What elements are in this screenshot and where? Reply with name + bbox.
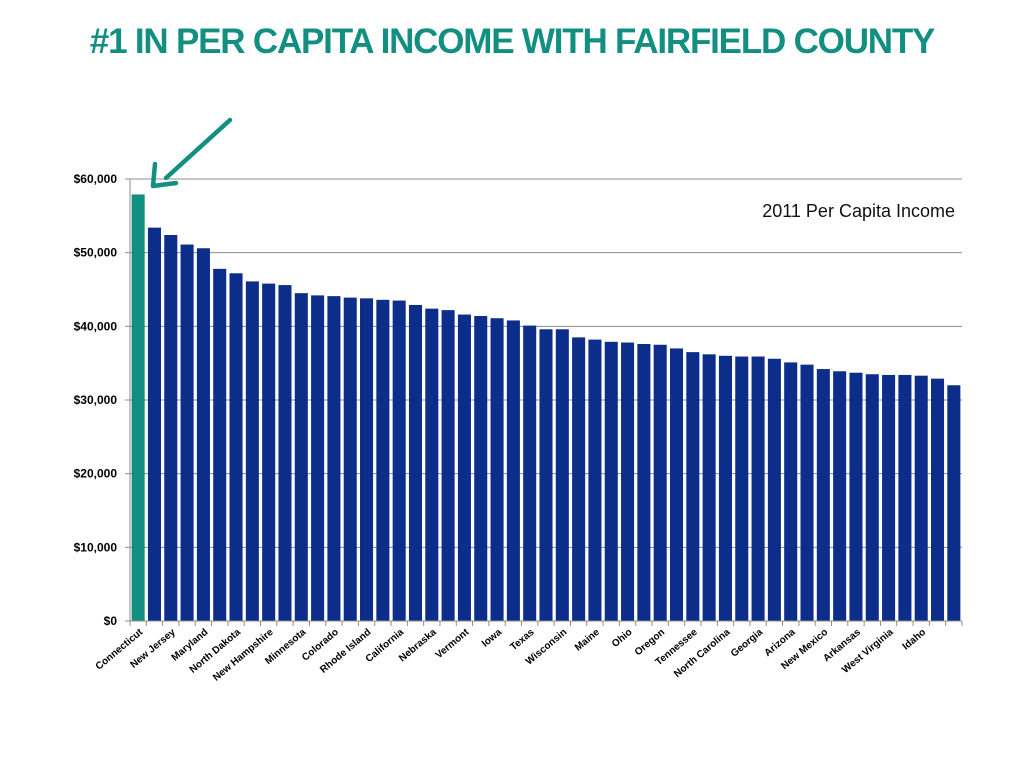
y-tick-label: $20,000 [74, 467, 118, 481]
bar [360, 298, 374, 621]
bar [506, 320, 520, 621]
bar [898, 374, 912, 621]
y-tick-label: $0 [104, 614, 118, 628]
bar [914, 375, 928, 621]
bar [784, 362, 798, 621]
bar [800, 364, 814, 621]
bar [931, 378, 945, 621]
bar [311, 295, 325, 621]
y-axis-tick-labels: $0 $10,000 $20,000 $30,000 $40,000 $50,000 $60… [74, 172, 130, 628]
bar [523, 325, 537, 621]
bar [294, 293, 308, 621]
y-tick-label: $10,000 [74, 540, 118, 554]
bar [539, 329, 553, 621]
bar [229, 273, 243, 621]
y-tick-label: $60,000 [74, 172, 118, 186]
y-tick-label: $40,000 [74, 319, 118, 333]
bar [392, 300, 406, 621]
bar [262, 283, 276, 621]
bar [637, 344, 651, 621]
bar [653, 344, 667, 621]
bar [702, 354, 716, 621]
bar [343, 297, 357, 621]
category-label: Georgia [729, 627, 765, 660]
bar [408, 304, 423, 621]
bar [882, 374, 896, 621]
x-axis-ticks [129, 621, 963, 626]
bar [767, 358, 781, 621]
arrow-shaft [163, 117, 233, 181]
category-label: Texas [508, 627, 537, 653]
bar [327, 296, 341, 621]
y-tick-label: $50,000 [74, 246, 118, 260]
bar [147, 227, 161, 621]
bar [572, 337, 586, 621]
bar [131, 194, 145, 621]
bar [735, 356, 749, 621]
bar [621, 342, 635, 621]
bar [947, 385, 961, 621]
bar [686, 352, 700, 621]
bar [180, 244, 194, 621]
category-label: Maine [573, 627, 602, 654]
bar [833, 371, 847, 621]
category-label: North Carolina [672, 627, 733, 680]
bar [245, 281, 259, 621]
bar [213, 268, 227, 621]
y-tick-label: $30,000 [74, 393, 118, 407]
bar [718, 355, 732, 621]
bars [131, 194, 961, 622]
category-label: Vermont [434, 626, 472, 661]
category-label: Idaho [901, 627, 929, 653]
bar [490, 318, 504, 621]
bar [474, 316, 488, 621]
bar [604, 341, 618, 621]
arrow-head [150, 161, 179, 189]
bar [376, 299, 390, 621]
slide-title: #1 IN PER CAPITA INCOME WITH FAIRFIELD C… [89, 22, 936, 61]
bar [588, 339, 602, 621]
bar [555, 329, 569, 621]
pointer-arrow-icon [150, 117, 233, 189]
bar [457, 314, 471, 621]
bar [865, 374, 879, 621]
category-label: Iowa [480, 627, 504, 650]
bar [441, 310, 455, 621]
bar [164, 234, 178, 622]
bar [196, 248, 210, 621]
bar [816, 369, 830, 621]
bar [751, 356, 765, 621]
category-label: Ohio [610, 627, 635, 650]
bar [278, 285, 292, 621]
bar [849, 372, 863, 621]
chart-title: 2011 Per Capita Income [762, 201, 955, 221]
bar [669, 348, 684, 621]
bar [425, 308, 439, 621]
